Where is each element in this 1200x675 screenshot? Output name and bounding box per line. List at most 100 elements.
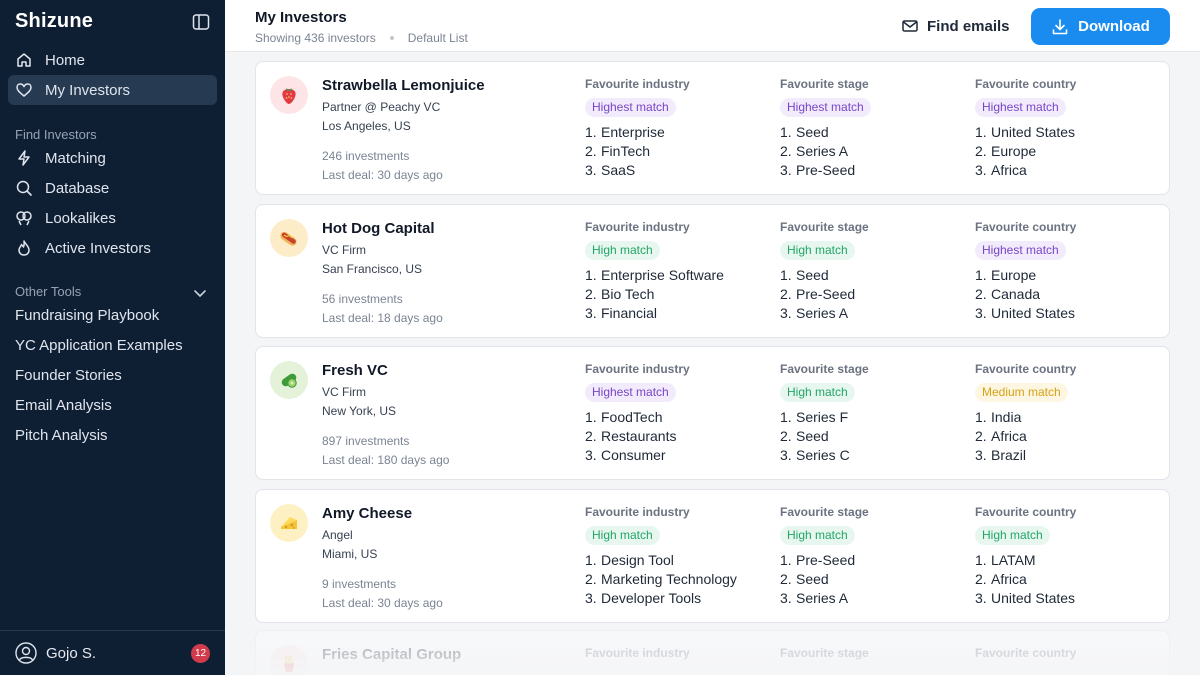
ranking-item-label: Enterprise — [601, 124, 665, 140]
column-header: Favourite stage — [780, 646, 869, 660]
nav-active-investors-label: Active Investors — [45, 239, 151, 257]
ranking-item: 2. Africa — [975, 571, 1027, 587]
match-badge: High match — [585, 241, 660, 260]
tool-pitch-analysis[interactable]: Pitch Analysis — [15, 427, 108, 444]
match-badge: High match — [780, 383, 855, 402]
column-header: Favourite stage — [780, 77, 869, 91]
investor-card[interactable]: Strawbella Lemonjuice Partner @ Peachy VC… — [255, 61, 1170, 195]
download-icon — [1051, 18, 1069, 36]
investment-count: 9 investments — [322, 577, 397, 591]
favourite-country-column: Favourite country High match 1. LATAM 2. Afri… — [975, 505, 1165, 608]
favourite-stage-column: Favourite stage High match 1. Series F 2. See… — [780, 362, 970, 465]
investment-count: 897 investments — [322, 434, 410, 448]
tool-email-analysis[interactable]: Email Analysis — [15, 397, 112, 414]
find-emails-label: Find emails — [927, 17, 1010, 35]
chevron-down-icon[interactable] — [192, 285, 208, 301]
favourite-country-column: Favourite country Medium match 1. India 2. Af… — [975, 362, 1165, 465]
investor-name[interactable]: Fresh VC — [322, 362, 388, 379]
ranking-item-label: Series A — [796, 143, 849, 159]
column-header: Favourite industry — [585, 220, 690, 234]
ranking-item-label: Financial — [601, 305, 658, 321]
last-deal: Last deal: 180 days ago — [322, 453, 450, 467]
ranking-item: 1. Seed — [780, 124, 829, 140]
investor-name[interactable]: Strawbella Lemonjuice — [322, 77, 485, 94]
favourite-country-column: Favourite country Highest match 1. United S… — [975, 77, 1165, 180]
ranking-item-label: Series C — [796, 447, 850, 463]
ranking-item: 3. Africa — [975, 162, 1027, 178]
nav-active-investors[interactable]: Active Investors — [8, 233, 217, 263]
ranking-item-label: Enterprise Software — [601, 267, 724, 283]
user-menu[interactable]: Gojo S. 12 — [0, 630, 225, 675]
match-badge: Highest match — [585, 98, 676, 117]
investor-card[interactable]: Amy Cheese Angel Miami, US 9 investments Las… — [255, 489, 1170, 623]
ranking-item-label: United States — [991, 305, 1076, 321]
ranking-item: 1. Seed — [780, 267, 829, 283]
brand-logo[interactable]: Shizune — [15, 10, 94, 32]
column-header: Favourite industry — [585, 646, 690, 660]
ranking-item: 3. United States — [975, 305, 1076, 321]
investor-role: VC Firm — [322, 385, 366, 399]
investor-card[interactable]: Hot Dog Capital VC Firm San Francisco, US 5… — [255, 204, 1170, 338]
ranking-item-label: Series A — [796, 590, 849, 606]
investor-card[interactable]: Fresh VC VC Firm New York, US 897 investmen… — [255, 346, 1170, 480]
strawberry-icon — [270, 76, 308, 114]
ranking-item-label: Consumer — [601, 447, 666, 463]
page-title: My Investors — [255, 9, 347, 26]
nav-lookalikes-label: Lookalikes — [45, 209, 116, 227]
investor-name[interactable]: Hot Dog Capital — [322, 220, 435, 237]
ranking-item: 2. Seed — [780, 571, 829, 587]
ranking-item: 2. Seed — [780, 428, 829, 444]
column-header: Favourite stage — [780, 220, 869, 234]
investor-location: New York, US — [322, 404, 397, 418]
ranking-item-label: Pre-Seed — [796, 286, 856, 302]
ranking-item-label: India — [991, 409, 1022, 425]
tool-fundraising-playbook[interactable]: Fundraising Playbook — [15, 307, 160, 324]
nav-matching[interactable]: Matching — [8, 143, 217, 173]
notification-badge[interactable]: 12 — [191, 644, 210, 663]
column-header: Favourite stage — [780, 505, 869, 519]
investor-name[interactable]: Fries Capital Group — [322, 646, 462, 663]
match-badge: High match — [975, 526, 1050, 545]
ranking-item: 3. Brazil — [975, 447, 1027, 463]
ranking-item: 1. FoodTech — [585, 409, 663, 425]
investor-role: VC Firm — [322, 243, 366, 257]
page-header: My Investors Showing 436 investors Defau… — [225, 0, 1200, 52]
nav-home[interactable]: Home — [8, 45, 217, 75]
ranking-item-label: Seed — [796, 124, 829, 140]
ranking-item-label: Africa — [991, 162, 1027, 178]
find-emails-button[interactable]: Find emails — [901, 15, 1010, 37]
tool-yc-application-examples[interactable]: YC Application Examples — [15, 337, 183, 354]
column-header: Favourite industry — [585, 362, 690, 376]
industry-ranking: 1. Enterprise Software 2. Bio Tech 3. Financi… — [585, 266, 775, 323]
investor-name[interactable]: Amy Cheese — [322, 505, 413, 522]
nav-database[interactable]: Database — [8, 173, 217, 203]
investor-location: Los Angeles, US — [322, 119, 411, 133]
last-deal: Last deal: 30 days ago — [322, 596, 443, 610]
ranking-item: 2. Bio Tech — [585, 286, 655, 302]
ranking-item-label: United States — [991, 590, 1076, 606]
investor-card-partial[interactable]: Fries Capital Group Favourite industry F… — [255, 630, 1170, 675]
country-ranking: 1. Europe 2. Canada 3. United States — [975, 266, 1165, 323]
nav-lookalikes[interactable]: Lookalikes — [8, 203, 217, 233]
investment-count: 56 investments — [322, 292, 403, 306]
list-name[interactable]: Default List — [407, 31, 468, 45]
stage-ranking: 1. Seed 2. Pre-Seed 3. Series A — [780, 266, 970, 323]
sidebar-toggle-icon[interactable] — [192, 13, 210, 31]
ranking-item: 2. Series A — [780, 143, 849, 159]
ranking-item: 1. Pre-Seed — [780, 552, 856, 568]
download-button[interactable]: Download — [1031, 8, 1170, 45]
hotdog-icon — [270, 219, 308, 257]
ranking-item-label: Europe — [991, 143, 1037, 159]
country-ranking: 1. LATAM 2. Africa 3. United States — [975, 551, 1165, 608]
ranking-item-label: Seed — [796, 428, 829, 444]
fries-icon — [270, 645, 308, 675]
nav-my-investors[interactable]: My Investors — [8, 75, 217, 105]
match-badge: High match — [585, 526, 660, 545]
investor-role: Partner @ Peachy VC — [322, 100, 441, 114]
nav-matching-label: Matching — [45, 149, 106, 167]
ranking-item: 2. Canada — [975, 286, 1041, 302]
tool-founder-stories[interactable]: Founder Stories — [15, 367, 122, 384]
lookalikes-icon — [15, 209, 33, 227]
match-badge: High match — [780, 526, 855, 545]
stage-ranking: 1. Pre-Seed 2. Seed 3. Series A — [780, 551, 970, 608]
